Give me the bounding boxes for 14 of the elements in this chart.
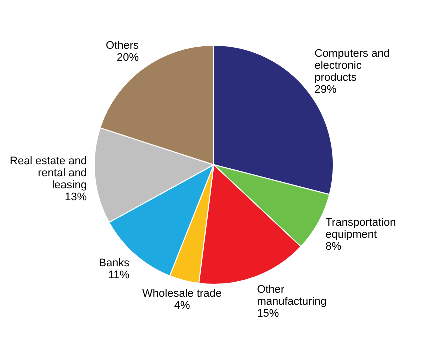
data-label: 13%: [65, 191, 88, 204]
slice-label: Other manufacturing: [257, 284, 327, 308]
slice-label: Computers and electronic products: [314, 48, 390, 84]
data-label: 20%: [117, 52, 140, 64]
data-label: 11%: [108, 270, 130, 282]
data-label: 8%: [326, 241, 342, 254]
slice-label: Real estate and rental and leasing: [10, 155, 88, 192]
data-label: 29%: [314, 84, 337, 96]
slice-label: Banks: [99, 258, 130, 270]
data-label: 15%: [257, 308, 280, 320]
slice-label: Wholesale trade: [142, 288, 222, 300]
slice-label: Others: [106, 40, 140, 52]
slice-label: Transportation equipment: [326, 217, 396, 242]
data-label: 4%: [174, 300, 190, 312]
